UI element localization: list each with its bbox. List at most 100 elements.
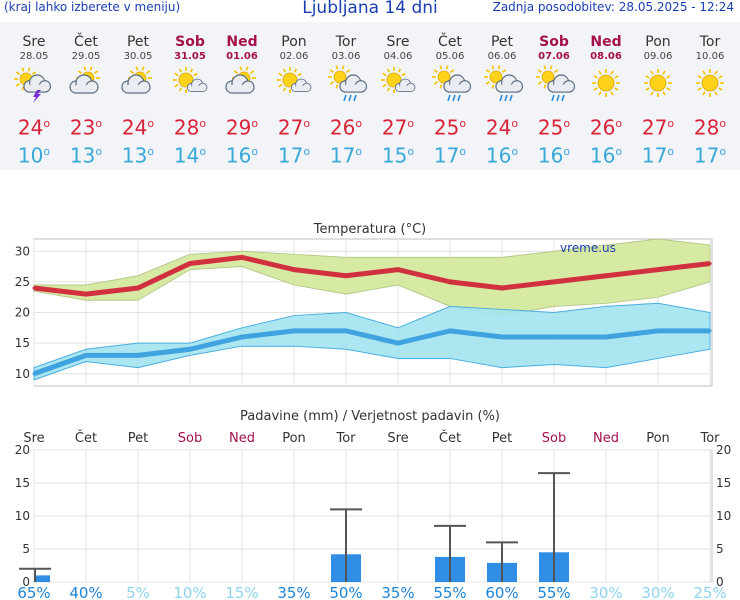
sun-cloud-rain-icon	[536, 65, 576, 102]
day-column[interactable]: Pet 06.06 24o 16o	[476, 22, 528, 168]
min-temp-value: 17	[329, 143, 356, 168]
max-temp: 26o	[329, 115, 363, 140]
precipitation-chart: Padavine (mm) / Verjetnost padavin (%) Sr…	[15, 409, 732, 600]
data-point	[32, 372, 36, 376]
day-column[interactable]: Pon 02.06 27o 17o	[268, 22, 320, 168]
day-column[interactable]: Pon 09.06 27o 17o	[632, 22, 684, 168]
day-column[interactable]: Ned 08.06 26o 16o	[580, 22, 632, 168]
max-temp-value: 24	[17, 115, 44, 140]
precip-probability: 60%	[485, 584, 518, 600]
data-point	[396, 268, 400, 272]
x-tick-label: Ned	[229, 431, 255, 446]
data-point	[500, 286, 504, 290]
day-date: 08.06	[590, 51, 622, 62]
chart-title: Temperatura (°C)	[313, 222, 426, 237]
data-point	[396, 341, 400, 345]
max-temp-value: 27	[277, 115, 304, 140]
data-point	[292, 329, 296, 333]
max-temp-value: 27	[381, 115, 408, 140]
precip-probability: 25%	[693, 584, 726, 600]
max-temp-value: 24	[121, 115, 148, 140]
data-point	[604, 335, 608, 339]
max-temp: 26o	[589, 115, 623, 140]
data-point	[656, 329, 660, 333]
location-hint[interactable]: (kraj lahko izberete v meniju)	[4, 0, 181, 14]
max-temp: 24o	[17, 115, 51, 140]
min-temp-value: 15	[381, 143, 408, 168]
max-temp-value: 26	[329, 115, 356, 140]
min-temp-value: 17	[693, 143, 720, 168]
day-column[interactable]: Sre 28.05 24o 10o	[8, 22, 60, 168]
min-temp-value: 13	[121, 143, 148, 168]
data-point	[84, 353, 88, 357]
day-date: 06.06	[487, 51, 517, 62]
min-temp: 17o	[277, 143, 311, 168]
day-column[interactable]: Ned 01.06 29o 16o	[216, 22, 268, 168]
data-point	[188, 347, 192, 351]
day-column[interactable]: Pet 30.05 24o 13o	[112, 22, 164, 168]
y-tick-label-right: 5	[716, 542, 724, 556]
max-temp: 25o	[433, 115, 467, 140]
min-temp: 16o	[225, 143, 259, 168]
max-temp: 29o	[225, 115, 259, 140]
day-name: Pet	[490, 34, 514, 50]
sun-cloud-icon	[225, 66, 256, 94]
data-point	[708, 262, 712, 265]
day-column[interactable]: Sob 07.06 25o 16o	[528, 22, 580, 168]
day-name: Pon	[645, 34, 671, 50]
y-tick-label: 15	[15, 336, 30, 350]
max-temp: 27o	[277, 115, 311, 140]
min-temp-value: 16	[225, 143, 252, 168]
day-name: Sre	[386, 34, 410, 50]
day-date: 07.06	[538, 51, 570, 62]
data-point	[552, 335, 556, 339]
data-point	[500, 335, 504, 339]
data-point	[240, 335, 244, 339]
day-date: 04.06	[383, 51, 413, 62]
min-temp-value: 17	[433, 143, 460, 168]
x-tick-label: Tor	[335, 431, 356, 446]
chart-title: Padavine (mm) / Verjetnost padavin (%)	[240, 409, 500, 424]
sun-small-cloud-icon	[277, 67, 312, 93]
min-temp: 14o	[173, 143, 207, 168]
day-name: Tor	[699, 34, 721, 50]
precip-probability: 40%	[69, 584, 102, 600]
x-tick-label: Pon	[646, 431, 670, 446]
min-temp: 17o	[433, 143, 467, 168]
day-column[interactable]: Tor 10.06 28o 17o	[684, 22, 736, 168]
min-temp: 10o	[17, 143, 51, 168]
max-temp: 23o	[69, 115, 103, 140]
last-update: Zadnja posodobitev: 28.05.2025 - 12:24	[492, 0, 734, 14]
day-date: 02.06	[279, 51, 309, 62]
day-name: Sob	[539, 34, 569, 50]
sun-icon	[696, 69, 724, 97]
data-point	[292, 268, 296, 272]
sun-icon	[644, 69, 672, 97]
min-temp-value: 10	[17, 143, 44, 168]
daily-forecast-strip: Sre 28.05 24o 10o Čet 29.05 23o 13o Pet 30.05 24o 1…	[0, 22, 740, 170]
min-temp: 13o	[121, 143, 155, 168]
day-date: 05.06	[435, 51, 465, 62]
day-column[interactable]: Sob 31.05 28o 14o	[164, 22, 216, 168]
data-point	[344, 329, 348, 333]
x-tick-label: Čet	[439, 430, 461, 446]
precip-probability: 35%	[381, 584, 414, 600]
y-tick-label: 0	[22, 575, 30, 589]
x-tick-label: Pet	[492, 431, 512, 446]
day-date: 01.06	[226, 51, 258, 62]
series-band	[33, 238, 711, 317]
data-point	[604, 274, 608, 278]
sun-cloud-thunder-icon	[14, 67, 52, 103]
min-temp: 15o	[381, 143, 415, 168]
x-tick-label: Tor	[699, 431, 720, 446]
day-column[interactable]: Čet 29.05 23o 13o	[60, 22, 112, 168]
y-tick-label: 30	[15, 244, 30, 258]
y-tick-label: 20	[15, 306, 30, 320]
series-band	[33, 302, 711, 381]
day-column[interactable]: Sre 04.06 27o 15o	[372, 22, 424, 168]
data-point	[448, 280, 452, 284]
precip-probability: 10%	[173, 584, 206, 600]
day-column[interactable]: Čet 05.06 25o 17o	[424, 22, 476, 168]
day-column[interactable]: Tor 03.06 26o 17o	[320, 22, 372, 168]
min-temp: 13o	[69, 143, 103, 168]
